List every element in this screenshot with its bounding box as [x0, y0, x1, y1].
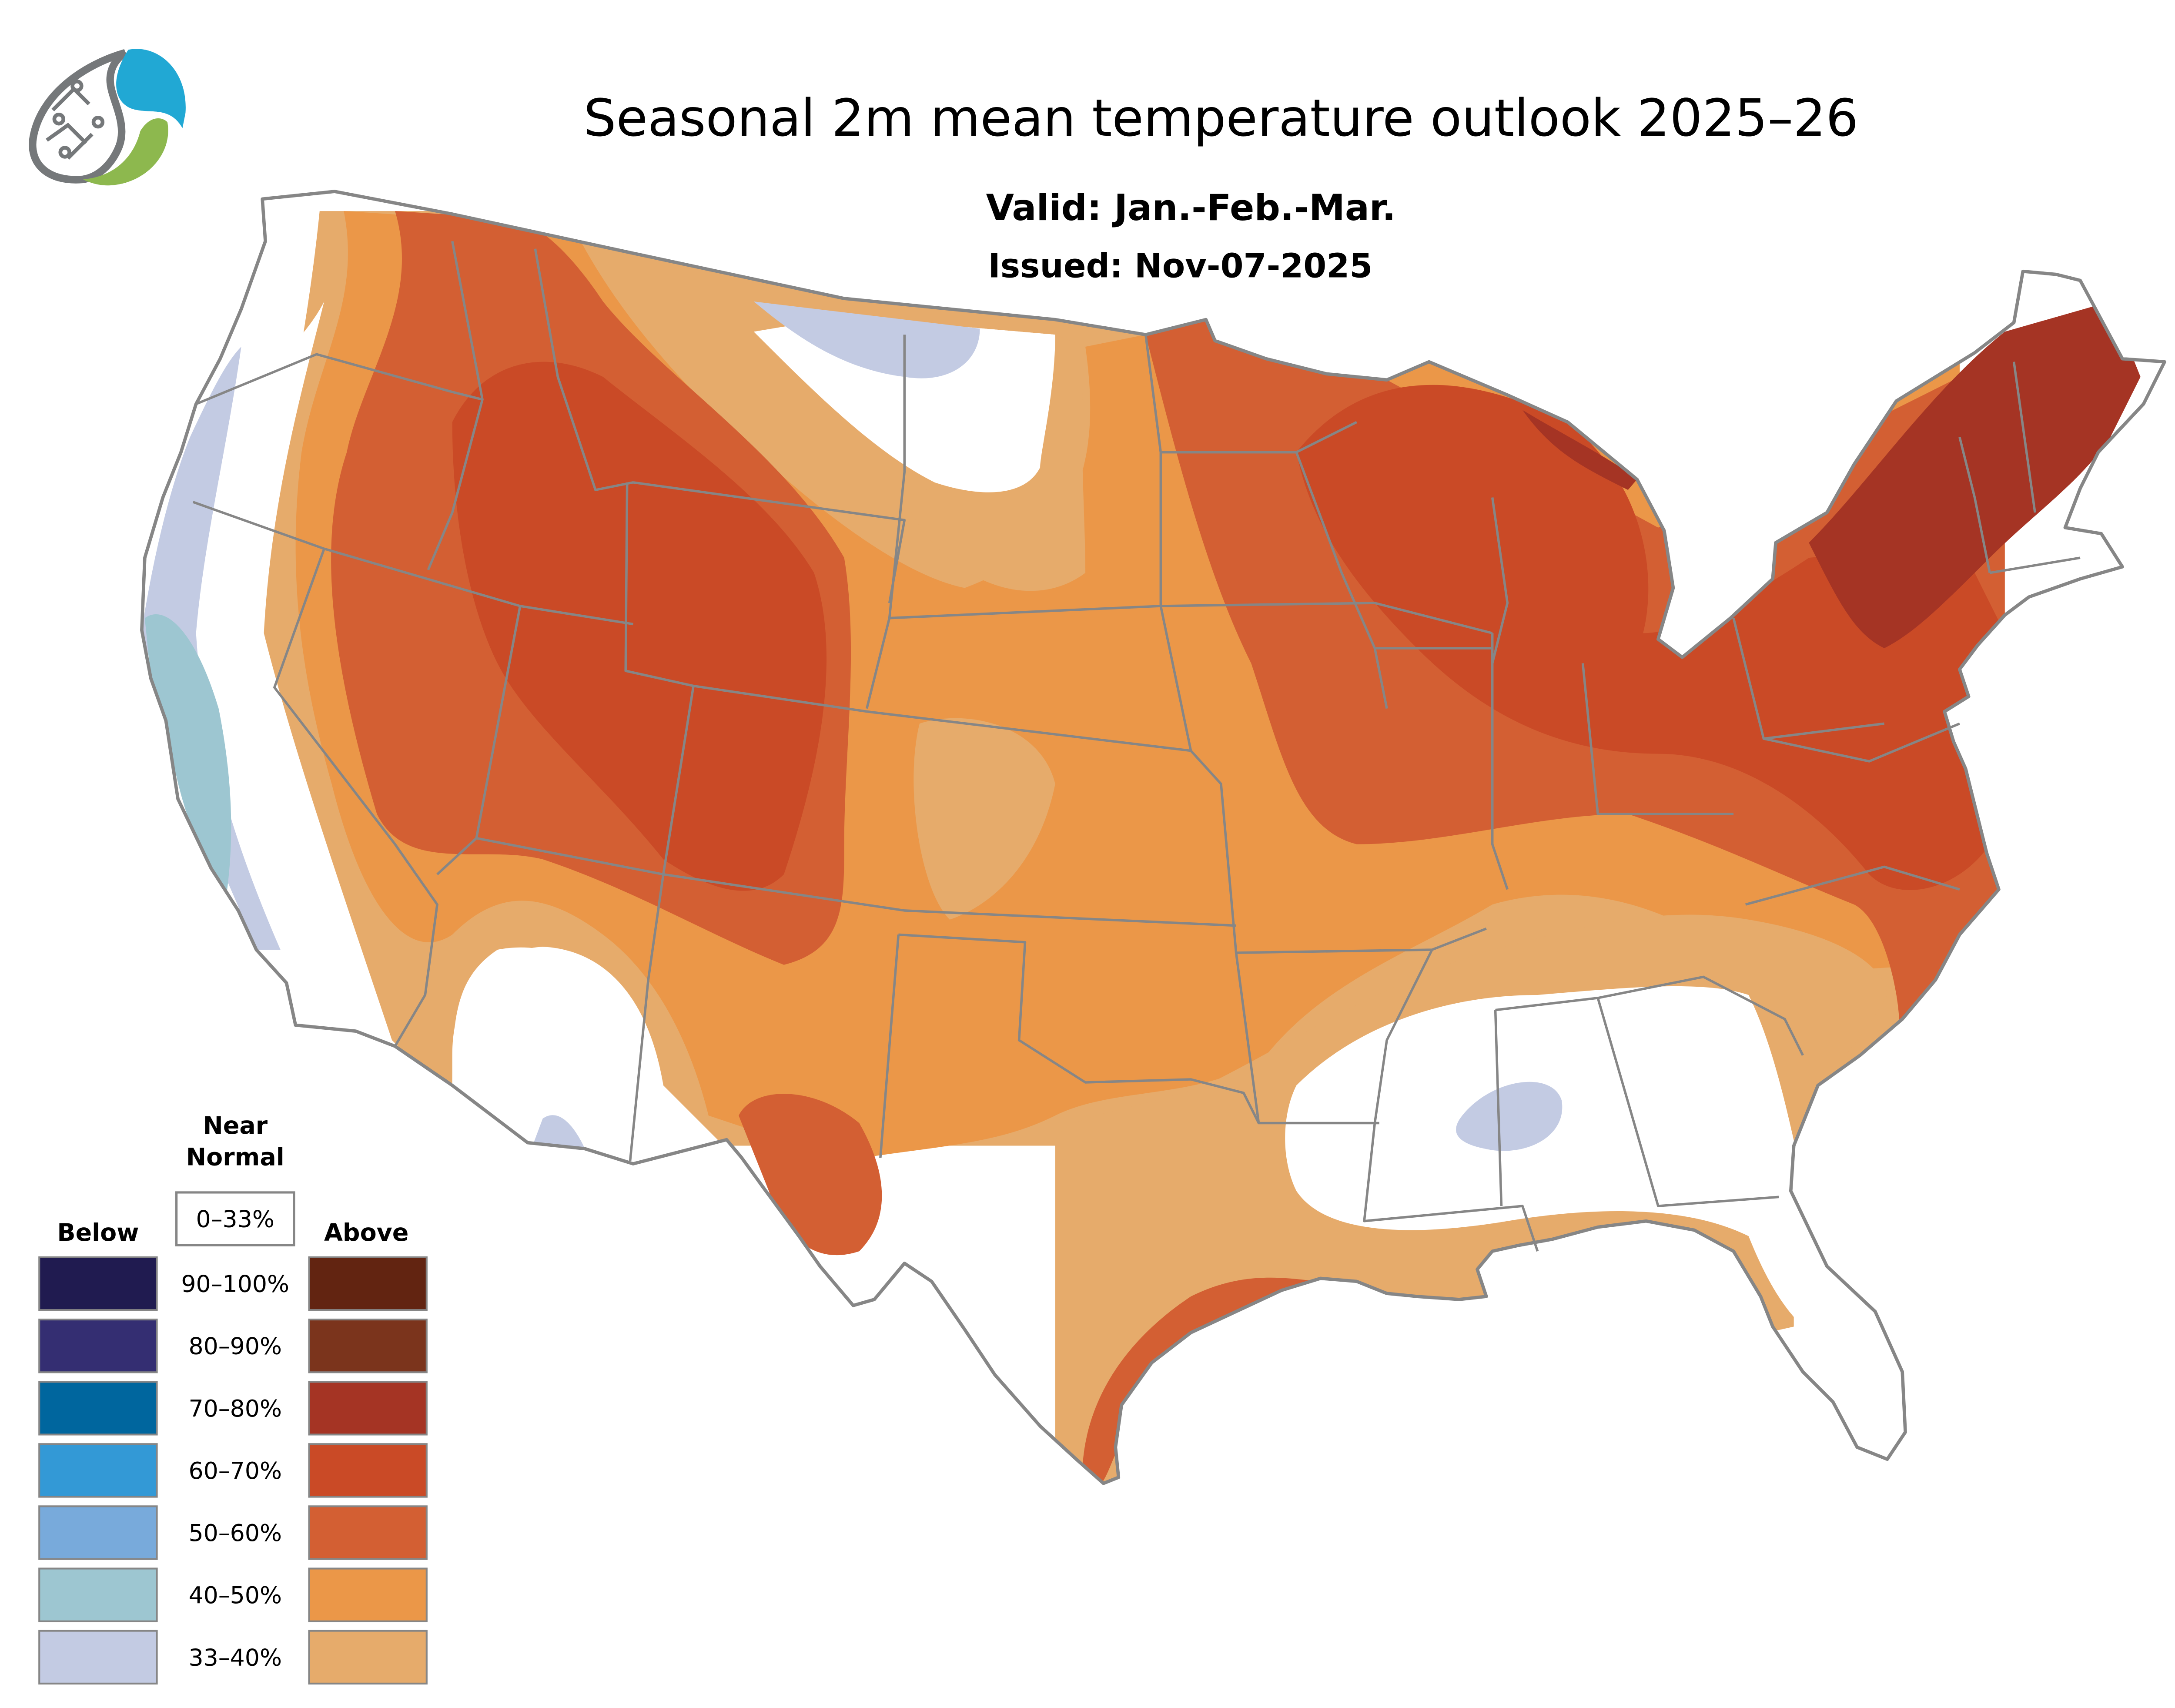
logo-circuit-traces-icon	[46, 79, 105, 160]
legend-above-swatch	[308, 1381, 428, 1436]
logo-water-icon	[116, 49, 186, 128]
legend: Near Normal 0–33% Below Above 90–100% 80–…	[38, 1112, 428, 1685]
map-title: Seasonal 2m mean temperature outlook 202…	[584, 88, 1858, 148]
near-normal-southeast-region	[1285, 986, 1854, 1357]
legend-below-swatch	[38, 1381, 158, 1436]
near-normal-pacific-interior-region	[181, 301, 356, 1031]
issued-date: Issued: Nov-07-2025	[988, 247, 1372, 285]
state-boundary-line	[1295, 452, 1388, 709]
state-boundary-line	[427, 241, 484, 570]
legend-below-heading: Below	[57, 1219, 139, 1247]
state-boundary-line	[879, 934, 900, 1158]
legend-above-swatch	[308, 1318, 428, 1373]
state-boundary-line	[1958, 437, 1991, 573]
state-boundary-line	[1495, 997, 1779, 1207]
legend-range-label: 70–80%	[188, 1395, 282, 1422]
legend-near-normal-swatch	[175, 1191, 295, 1246]
legend-below-swatch	[38, 1630, 158, 1685]
legend-range-label: 90–100%	[181, 1270, 289, 1298]
valid-period: Valid: Jan.-Feb.-Mar.	[986, 187, 1396, 229]
above-33-40-kansas-pocket	[914, 718, 1055, 920]
legend-above-swatch	[308, 1256, 428, 1311]
state-boundary-line	[1363, 1123, 1539, 1252]
legend-below-swatch	[38, 1567, 158, 1622]
below-33-40-pacific-coast-region	[141, 346, 281, 950]
above-50-60-west-texas-region	[739, 1094, 882, 1256]
legend-range-label: 50–60%	[188, 1519, 282, 1547]
below-33-40-mississippi-region	[1456, 1082, 1563, 1151]
state-boundary-line	[865, 335, 906, 709]
state-boundary-line	[1745, 865, 1960, 906]
legend-below-swatch	[38, 1505, 158, 1560]
above-60-70-great-lakes-region	[1296, 385, 2005, 890]
legend-below-swatch	[38, 1443, 158, 1498]
legend-range-label: 40–50%	[188, 1581, 282, 1609]
below-33-40-arizona-sliver	[533, 1115, 585, 1149]
legend-above-swatch	[308, 1443, 428, 1498]
legend-range-label: 80–90%	[188, 1333, 282, 1360]
legend-near-normal-heading-2: Normal	[186, 1144, 284, 1172]
state-boundary-line	[476, 837, 664, 876]
state-boundary-line	[1491, 497, 1509, 664]
legend-above-heading: Above	[324, 1219, 408, 1247]
state-boundary-line	[534, 248, 634, 491]
logo-circuit-drop-icon	[29, 49, 127, 184]
legend-below-swatch	[38, 1318, 158, 1373]
legend-range-label: 60–70%	[188, 1457, 282, 1484]
above-60-70-rockies-region	[452, 362, 827, 891]
state-boundary-line	[1597, 975, 1804, 1056]
state-boundary-line	[624, 482, 867, 713]
legend-below-swatch	[38, 1256, 158, 1311]
above-70-80-northeast-region	[1809, 301, 2141, 649]
state-boundary-line	[1161, 602, 1493, 635]
logo-leaf-icon	[83, 118, 168, 186]
state-boundary-line	[192, 501, 633, 626]
state-boundary-line	[889, 605, 1238, 953]
state-boundary-line	[2012, 362, 2036, 513]
state-boundaries	[192, 241, 2081, 1252]
state-boundary-line	[663, 873, 1236, 927]
legend-above-swatch	[308, 1630, 428, 1685]
state-boundary-line	[1989, 556, 2081, 574]
state-boundary-line	[1581, 663, 1734, 815]
near-normal-arizona-region	[452, 947, 663, 1161]
state-boundary-line	[1494, 1010, 1503, 1206]
legend-near-normal-heading-1: Near	[203, 1112, 268, 1140]
state-boundary-line	[629, 686, 695, 1161]
below-33-40-montana-region	[753, 301, 980, 378]
state-boundary-line	[898, 933, 1260, 1124]
legend-above-swatch	[308, 1567, 428, 1622]
below-40-50-california-coast-region	[144, 614, 231, 897]
state-boundary-line	[1373, 949, 1433, 1123]
state-boundary-line	[1235, 952, 1379, 1125]
above-70-80-lake-superior-shore	[1522, 410, 1637, 490]
logo	[29, 49, 186, 186]
legend-above-swatch	[308, 1505, 428, 1560]
state-boundary-line	[1491, 633, 1509, 890]
state-boundary-line	[195, 353, 483, 405]
us-outline	[140, 190, 2166, 1485]
state-boundary-line	[273, 548, 438, 1047]
state-boundary-line	[1763, 722, 1960, 763]
state-boundary-line	[867, 710, 1191, 752]
legend-range-label: 33–40%	[188, 1644, 282, 1671]
legend-near-normal-label: 0–33%	[196, 1206, 274, 1233]
